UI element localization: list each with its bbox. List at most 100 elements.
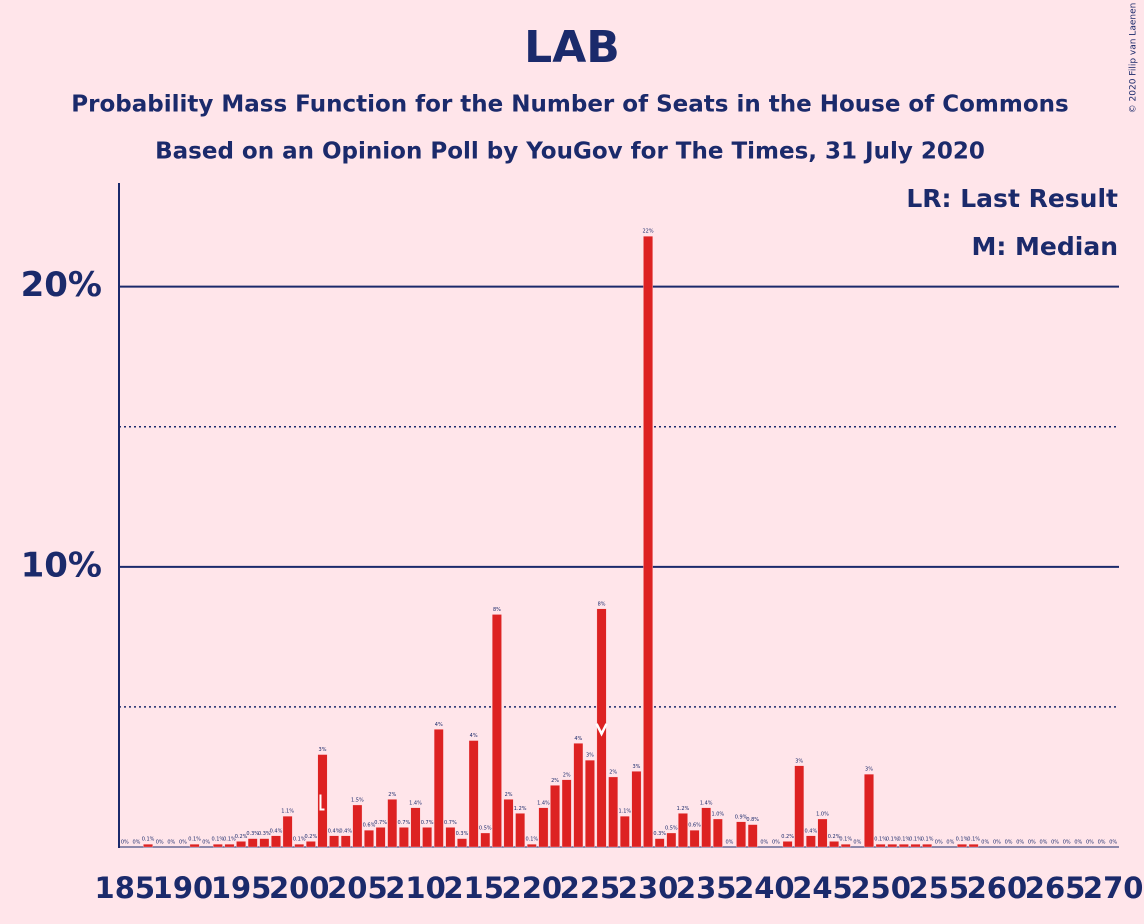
bar	[503, 799, 514, 848]
x-tick-label: 260	[967, 871, 1028, 905]
bar	[643, 236, 653, 848]
value-label: 3%	[795, 758, 803, 764]
bar	[457, 838, 467, 848]
bar	[922, 844, 932, 848]
value-label: 0%	[1074, 840, 1082, 846]
bar	[306, 841, 316, 848]
bar	[526, 844, 537, 848]
bar	[654, 838, 665, 848]
value-label: 0.1%	[839, 837, 852, 843]
value-label: 0.2%	[828, 834, 841, 840]
value-label: 0.1%	[956, 837, 969, 843]
bar	[701, 807, 712, 848]
value-label: 0.4%	[270, 828, 283, 834]
bar	[375, 827, 386, 848]
bar	[899, 844, 909, 848]
bar	[236, 841, 246, 848]
bar	[806, 835, 816, 848]
bar	[340, 835, 351, 848]
value-label: 0%	[121, 840, 129, 846]
bar	[561, 779, 572, 848]
bar	[829, 841, 839, 848]
bar	[364, 830, 374, 848]
bar	[596, 608, 607, 848]
value-label: 2%	[609, 769, 617, 775]
bar	[666, 832, 677, 848]
x-tick-label: 255	[908, 871, 969, 905]
bar	[608, 776, 618, 848]
bar	[689, 830, 700, 848]
value-label: 0.1%	[223, 837, 236, 843]
value-label: 0%	[1051, 840, 1059, 846]
legend-entry: LR: Last Result	[906, 184, 1118, 213]
value-label: 0.4%	[328, 828, 341, 834]
bar	[468, 740, 479, 848]
x-tick-label: 240	[734, 871, 795, 905]
y-tick-label: 20%	[21, 265, 102, 305]
x-tick-label: 225	[560, 871, 621, 905]
bar	[422, 827, 432, 848]
bar	[247, 838, 258, 848]
x-tick-label: 195	[211, 871, 272, 905]
value-label: 0%	[132, 840, 140, 846]
value-label: 0.1%	[967, 837, 980, 843]
bar	[515, 813, 525, 848]
value-label: 0%	[1063, 840, 1071, 846]
value-label: 1.4%	[537, 800, 550, 806]
value-label: 2%	[388, 792, 396, 798]
value-label: 3%	[632, 764, 640, 770]
value-label: 0%	[1039, 840, 1047, 846]
x-tick-label: 210	[385, 871, 446, 905]
x-tick-label: 245	[792, 871, 853, 905]
value-label: 3%	[319, 747, 327, 753]
value-label: 0.3%	[246, 831, 259, 837]
value-label: 0%	[179, 840, 187, 846]
x-tick-label: 200	[269, 871, 330, 905]
x-tick-label: 215	[443, 871, 504, 905]
bar	[480, 832, 491, 848]
value-label: 0.1%	[525, 837, 538, 843]
value-label: 1.2%	[514, 806, 527, 812]
value-label: 0%	[993, 840, 1001, 846]
bar	[794, 765, 805, 848]
value-label: 0.1%	[898, 837, 911, 843]
bar	[282, 816, 293, 848]
value-label: 0.1%	[921, 837, 934, 843]
bar	[143, 844, 153, 848]
bar	[213, 844, 223, 848]
bar	[631, 771, 642, 848]
bar	[352, 804, 363, 848]
value-label: 0.4%	[339, 828, 352, 834]
bar	[585, 759, 595, 848]
value-label: 0.7%	[374, 820, 387, 826]
value-label: 0.9%	[735, 814, 748, 820]
value-label: 0.4%	[805, 828, 818, 834]
value-label: 8%	[493, 607, 501, 613]
x-tick-label: 250	[850, 871, 911, 905]
value-label: 3%	[865, 767, 873, 773]
bar	[224, 844, 235, 848]
y-tick-label: 10%	[21, 545, 102, 585]
bar	[410, 807, 421, 848]
value-label: 3%	[586, 753, 594, 759]
bar	[445, 827, 456, 848]
value-label: 4%	[470, 733, 478, 739]
x-tick-label: 230	[618, 871, 679, 905]
value-label: 0.8%	[746, 817, 759, 823]
bar	[387, 799, 398, 848]
value-label: 0%	[725, 840, 733, 846]
value-label: 0%	[760, 840, 768, 846]
bar	[887, 844, 898, 848]
value-label: 0.1%	[874, 837, 887, 843]
value-label: 0.6%	[688, 823, 701, 829]
value-label: 2%	[505, 792, 513, 798]
bar	[538, 807, 549, 848]
x-tick-label: 190	[153, 871, 214, 905]
value-label: 2%	[563, 772, 571, 778]
bar	[550, 785, 560, 848]
value-label: 0.1%	[142, 837, 155, 843]
last-result-marker	[319, 794, 325, 811]
value-label: 1.0%	[711, 811, 724, 817]
legend-entry: M: Median	[971, 232, 1118, 261]
